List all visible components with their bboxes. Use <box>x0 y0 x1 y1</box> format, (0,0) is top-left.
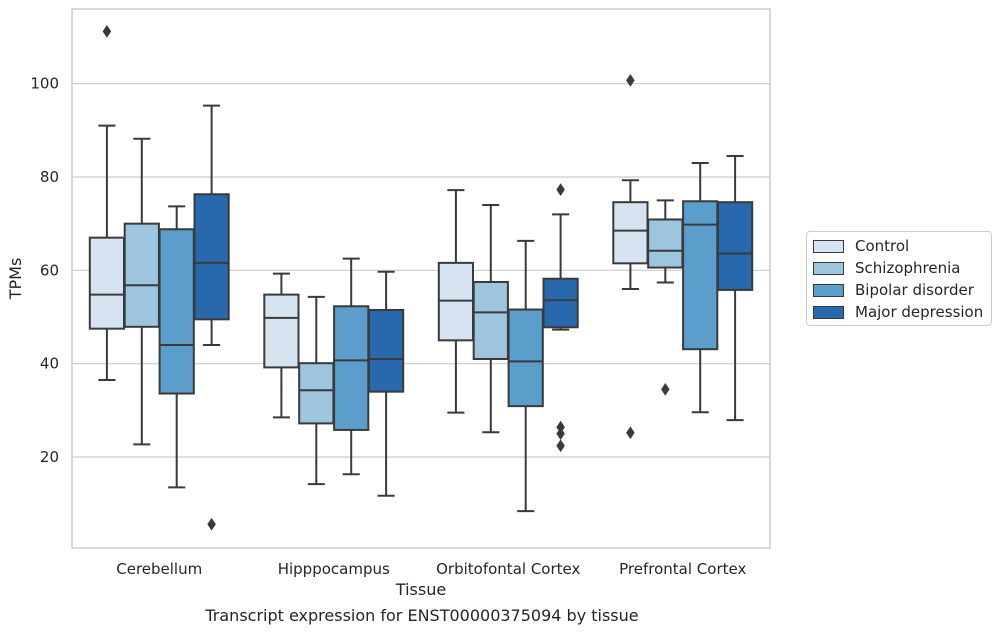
outlier-point <box>556 183 565 197</box>
figure-caption: Transcript expression for ENST0000037509… <box>205 606 639 625</box>
y-axis-label: TPMs <box>6 258 25 301</box>
outlier-point <box>660 382 670 396</box>
box-iqr <box>507 308 544 408</box>
legend-label-major-depression: Major depression <box>855 303 984 321</box>
box-3-0 <box>193 104 230 531</box>
box-iqr <box>716 201 754 291</box>
legend-swatch-control <box>813 239 844 253</box>
box-iqr <box>612 201 649 265</box>
box-1-2 <box>472 204 509 434</box>
y-tick-label: 80 <box>40 168 59 186</box>
box-2-1 <box>333 257 370 476</box>
legend-item-major-depression: Major depression <box>813 302 983 322</box>
legend-label-bipolar-disorder: Bipolar disorder <box>855 281 974 299</box>
y-tick-label: 40 <box>40 355 59 373</box>
box-0-0 <box>88 24 126 381</box>
legend: Control Schizophrenia Bipolar disorder M… <box>806 231 992 326</box>
box-iqr <box>367 309 405 393</box>
box-0-2 <box>437 189 475 414</box>
box-2-3 <box>682 162 719 414</box>
outlier-point <box>556 427 565 441</box>
outlier-point <box>207 517 216 531</box>
plot-frame <box>71 8 771 549</box>
legend-label-schizophrenia: Schizophrenia <box>855 259 961 277</box>
box-1-0 <box>123 137 160 446</box>
x-tick-label: Cerebellum <box>116 560 202 578</box>
box-iqr <box>88 236 126 330</box>
y-tick-label: 100 <box>30 75 59 93</box>
outlier-point <box>626 73 635 87</box>
x-tick-label: Orbitofontal Cortex <box>436 560 580 578</box>
legend-label-control: Control <box>855 237 910 255</box>
x-tick-label: Prefrontal Cortex <box>619 560 746 578</box>
box-iqr <box>123 222 160 328</box>
outlier-point <box>556 439 565 453</box>
box-2-2 <box>507 239 544 513</box>
legend-item-bipolar-disorder: Bipolar disorder <box>813 280 974 300</box>
x-axis-label: Tissue <box>395 580 446 599</box>
outlier-point <box>102 24 112 38</box>
box-3-2 <box>542 183 579 453</box>
box-0-3 <box>612 73 649 440</box>
box-1-3 <box>647 199 684 396</box>
box-iqr <box>333 305 370 431</box>
legend-item-schizophrenia: Schizophrenia <box>813 258 960 278</box>
box-0-1 <box>263 272 300 419</box>
legend-swatch-major-depression <box>813 305 844 319</box>
box-iqr <box>542 277 579 329</box>
x-tick-label: Hipppocampus <box>278 560 390 578</box>
box-iqr <box>298 362 335 425</box>
y-tick-label: 20 <box>40 448 59 466</box>
box-iqr <box>193 193 230 321</box>
box-2-0 <box>158 205 195 489</box>
box-1-1 <box>298 295 335 486</box>
box-3-3 <box>716 155 754 422</box>
legend-swatch-bipolar-disorder <box>813 283 844 297</box>
outlier-point <box>626 426 635 440</box>
legend-swatch-schizophrenia <box>813 261 844 275</box>
y-tick-label: 60 <box>40 261 59 279</box>
legend-item-control: Control <box>813 236 909 256</box>
box-iqr <box>682 200 719 351</box>
box-iqr <box>158 228 195 395</box>
box-iqr <box>647 218 684 269</box>
box-3-1 <box>367 270 405 497</box>
box-iqr <box>263 293 300 369</box>
box-iqr <box>472 281 509 360</box>
